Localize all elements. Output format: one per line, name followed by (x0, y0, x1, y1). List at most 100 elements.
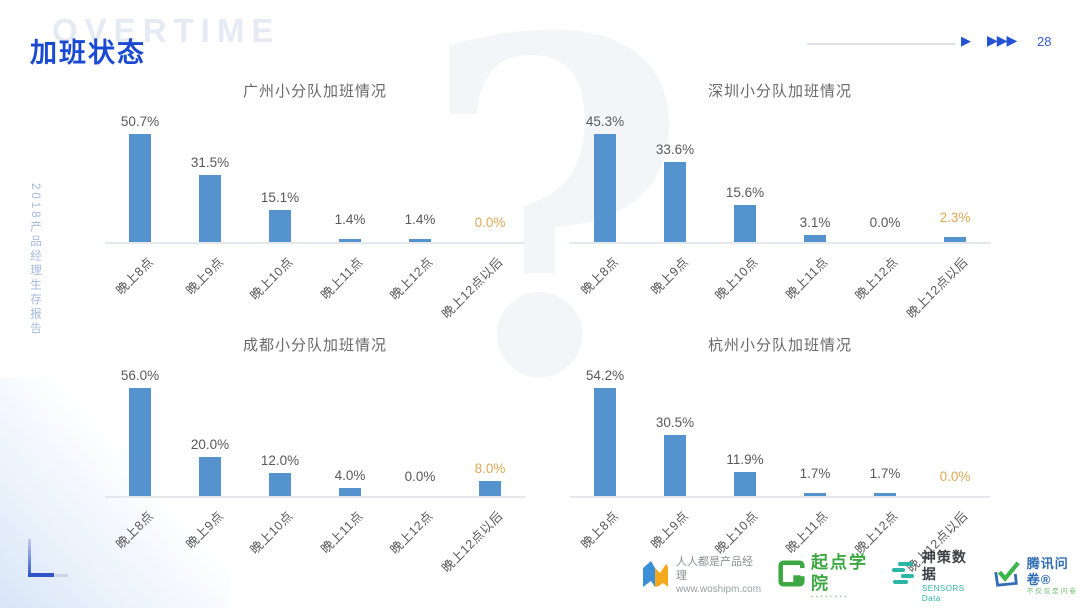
category-label: 晚上10点 (712, 254, 761, 303)
category-label: 晚上12点以后 (439, 508, 506, 576)
chart-shenzhen-overtime: 深圳小分队加班情况 45.3% 33.6% 15.6% 3.1% 0.0% 2.3% 晚上… (565, 80, 995, 321)
bar (199, 174, 221, 242)
bar (804, 492, 826, 496)
bar-value-label: 54.2% (585, 368, 625, 383)
nav-arrows-group-icon: ▶▶▶ (987, 32, 1017, 48)
footer-logo-strip: 人人都是产品经理 www.woshipm.com 起点学院 ▪▪▪▪▪▪▪▪ (640, 549, 1080, 603)
category-label: 晚上9点 (182, 254, 226, 298)
category-label: 晚上12点 (387, 254, 436, 303)
category-label: 晚上10点 (247, 508, 296, 557)
bar-value-label: 15.1% (260, 189, 300, 205)
chart-title: 广州小分队加班情况 (242, 83, 387, 100)
bar-value-label: 1.7% (799, 465, 831, 481)
background-question-mark-watermark: ? (420, 0, 690, 480)
sensors-name: 神策数据 (921, 548, 967, 583)
bar-value-label: 11.9% (726, 452, 764, 468)
bar (594, 388, 616, 496)
bar-value-label: 15.6% (725, 184, 765, 200)
bar-value-label: 2.3% (939, 209, 971, 225)
bar (339, 488, 361, 496)
woshipm-m-icon (640, 559, 670, 594)
bar-value-label: 1.7% (869, 465, 901, 481)
qidian-slogan: ▪▪▪▪▪▪▪▪ (811, 594, 850, 601)
bar-value-label: 12.0% (260, 452, 300, 468)
logo-qidian-academy: 起点学院 ▪▪▪▪▪▪▪▪ (778, 552, 873, 601)
report-vertical-caption: 2018产品经理生存报告 (29, 183, 41, 337)
bar-value-label: 33.6% (655, 141, 695, 157)
chart-title: 成都小分队加班情况 (242, 337, 387, 354)
category-label: 晚上12点 (387, 508, 436, 557)
bar-value-label: 8.0% (474, 460, 506, 476)
bar-value-label: 3.1% (799, 214, 831, 230)
category-label: 晚上10点 (247, 254, 296, 303)
bar-value-label: 1.4% (334, 212, 366, 227)
bar (479, 480, 501, 496)
bar-value-label: 0.0% (869, 215, 901, 230)
page-title: 加班状态 (30, 38, 146, 68)
bar-value-label: 0.0% (474, 215, 506, 230)
bar (339, 239, 361, 242)
chart-title: 深圳小分队加班情况 (707, 83, 852, 100)
bar-value-label: 50.7% (120, 114, 160, 129)
header-divider-line (807, 43, 955, 45)
sensors-subtitle: SENSORS Data (921, 583, 965, 603)
category-label: 晚上8点 (112, 508, 156, 552)
bar-value-label: 20.0% (190, 437, 230, 453)
bar (874, 492, 896, 496)
bar-value-label: 56.0% (120, 368, 160, 383)
title-watermark: OVERTIME (52, 12, 281, 49)
bar (129, 388, 151, 496)
bar (269, 472, 291, 496)
page-number: 28 (1037, 34, 1052, 49)
bar (409, 239, 431, 242)
nav-arrow-icon: ▶ (961, 33, 971, 48)
category-label: 晚上9点 (182, 508, 226, 552)
category-label: 晚上12点以后 (904, 254, 971, 322)
bar (734, 204, 756, 242)
bar (664, 161, 686, 242)
category-label: 晚上10点 (712, 508, 761, 557)
category-label: 晚上11点 (318, 254, 366, 303)
bar-value-label: 45.3% (585, 114, 625, 129)
qidian-bracket-icon (778, 560, 806, 592)
category-label: 晚上8点 (577, 508, 621, 552)
logo-sensors-data: 神策数据 SENSORS Data (890, 549, 974, 604)
qidian-name: 起点学院 (811, 552, 869, 593)
tencent-wenjuan-name: 腾讯问卷® (1026, 555, 1069, 587)
woshipm-name: 人人都是产品经理 (676, 556, 753, 582)
corner-bracket-decoration (28, 539, 70, 579)
chart-category-axis: 晚上8点 晚上9点 晚上10点 晚上11点 晚上12点 晚上12点以后 (105, 244, 525, 321)
bar-value-label: 1.4% (404, 212, 436, 227)
chart-title: 杭州小分队加班情况 (707, 337, 852, 354)
bar (804, 234, 826, 242)
bar-value-label: 0.0% (939, 469, 971, 484)
category-label: 晚上11点 (783, 508, 831, 557)
category-label: 晚上12点以后 (439, 254, 506, 322)
chart-plot-area: 45.3% 33.6% 15.6% 3.1% 0.0% 2.3% (570, 104, 990, 244)
bar-value-label: 0.0% (404, 469, 436, 484)
woshipm-url: www.woshipm.com (676, 583, 762, 595)
category-label: 晚上8点 (112, 254, 156, 298)
corner-gradient-decoration (0, 378, 230, 608)
chart-category-axis: 晚上8点 晚上9点 晚上10点 晚上11点 晚上12点 晚上12点以后 (570, 244, 990, 321)
checkbox-check-icon (991, 560, 1021, 593)
bar (594, 134, 616, 242)
chart-plot-area: 56.0% 20.0% 12.0% 4.0% 0.0% 8.0% (105, 358, 525, 498)
category-label: 晚上11点 (783, 254, 831, 303)
bar (734, 472, 756, 496)
tencent-wenjuan-slogan: 不仅仅是问卷 (1026, 588, 1078, 596)
chart-category-axis: 晚上8点 晚上9点 晚上10点 晚上11点 晚上12点 晚上12点以后 (105, 498, 525, 575)
chart-plot-area: 50.7% 31.5% 15.1% 1.4% 1.4% 0.0% (105, 104, 525, 244)
chart-guangzhou-overtime: 广州小分队加班情况 50.7% 31.5% 15.1% 1.4% 1.4% 0.0% 晚上… (100, 80, 530, 321)
chart-plot-area: 54.2% 30.5% 11.9% 1.7% 1.7% 0.0% (570, 358, 990, 498)
bar (269, 209, 291, 242)
bar (129, 134, 151, 242)
bar (664, 435, 686, 496)
category-label: 晚上8点 (577, 254, 621, 298)
category-label: 晚上12点 (852, 254, 901, 303)
category-label: 晚上9点 (647, 254, 691, 298)
bar-value-label: 4.0% (334, 468, 366, 484)
logo-woshipm: 人人都是产品经理 www.woshipm.com (640, 556, 761, 596)
logo-tencent-wenjuan: 腾讯问卷® 不仅仅是问卷 (991, 556, 1080, 597)
